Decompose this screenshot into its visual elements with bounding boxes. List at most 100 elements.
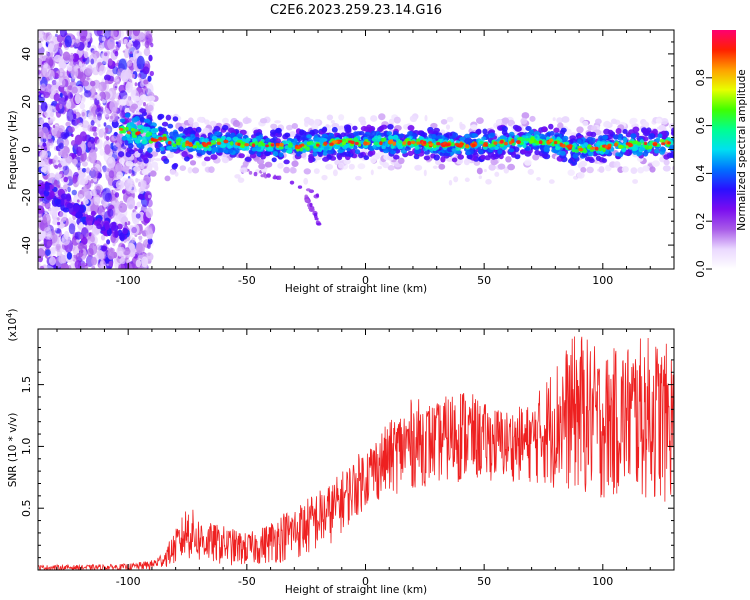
- spectrogram-noise-cell: [81, 111, 86, 117]
- spectrogram-branch-cell: [65, 193, 72, 202]
- spectrogram-noise-cell: [147, 243, 151, 249]
- spectrogram-ridge-cell: [147, 104, 154, 112]
- spectrogram-ridge-cell: [642, 128, 648, 134]
- spectrogram-noise-cell: [96, 111, 102, 118]
- spectrogram-speckle-cell: [548, 179, 555, 184]
- spectrogram-ridge-cell: [530, 136, 535, 142]
- spectrogram-speckle-cell: [485, 178, 492, 185]
- spectrogram-noise-cell: [67, 85, 73, 91]
- spectrogram-ridge-cell: [553, 140, 558, 145]
- spectrogram-ridge-cell: [430, 122, 438, 129]
- spectrogram-ridge-cell: [508, 148, 515, 153]
- spectrogram-ridge-cell: [529, 115, 536, 122]
- spectrogram-ridge-cell: [271, 157, 277, 163]
- spectrogram-noise-cell: [132, 30, 141, 37]
- spectrogram-noise-cell: [64, 35, 72, 48]
- spectrogram-ridge-cell: [306, 134, 313, 139]
- spectrogram-ridge-cell: [578, 147, 584, 152]
- spectrogram-ridge-cell: [407, 141, 412, 146]
- spectrogram-speckle-cell: [187, 166, 193, 174]
- spectrogram-noise-cell: [65, 90, 71, 96]
- spectrogram-ridge-cell: [627, 142, 633, 148]
- spectrogram-ridge-cell: [538, 133, 545, 139]
- spectrogram-speckle-cell: [552, 117, 556, 122]
- spectrogram-ridge-cell: [242, 117, 250, 125]
- spectrogram-noise-cell: [83, 90, 92, 98]
- spectrogram-noise-cell: [91, 265, 96, 269]
- spectrogram-noise-cell: [86, 167, 90, 174]
- spectrogram-ridge-cell: [137, 148, 144, 154]
- spectrogram-noise-cell: [71, 84, 79, 96]
- spectrogram-ridge-cell: [270, 123, 278, 130]
- spectrogram-noise-cell: [146, 37, 152, 44]
- spectrogram-ridge-cell: [372, 144, 377, 149]
- spectrogram-ridge-cell: [477, 149, 484, 155]
- spectrogram-ridge-cell: [584, 156, 591, 162]
- spectrogram-speckle-cell: [536, 177, 541, 181]
- spectrogram-noise-cell: [79, 30, 88, 39]
- spectrogram-ridge-cell: [428, 143, 434, 147]
- spectrogram-ridge-cell: [283, 166, 290, 174]
- spectrogram-branch-cell: [44, 183, 50, 192]
- spectrogram-ridge-cell: [516, 140, 521, 145]
- spectrogram-ridge-cell: [223, 149, 229, 154]
- spectrogram-ridge-cell: [125, 160, 134, 167]
- spectrogram-noise-cell: [121, 144, 125, 147]
- spectrogram-noise-cell: [59, 103, 63, 110]
- spectrogram-ridge-cell: [674, 140, 679, 144]
- spectrogram-noise-cell: [81, 168, 87, 173]
- spectrogram-branch-cell: [119, 232, 125, 242]
- spectrogram-ridge-cell: [258, 163, 266, 170]
- spectrogram-ridge-cell: [338, 162, 345, 169]
- spectrogram-ridge-cell: [455, 146, 462, 151]
- spectrogram-noise-cell: [132, 74, 136, 79]
- spectrogram-noise-cell: [100, 127, 106, 134]
- spectrogram-ridge-cell: [673, 135, 674, 139]
- spectrogram-ridge-cell: [678, 140, 682, 144]
- spectrogram-ridge-cell: [312, 150, 318, 157]
- spectrogram-noise-cell: [106, 239, 111, 245]
- spectrogram-ridge-cell: [143, 118, 151, 124]
- snr-panel: -100 -50 0 50 100 0.5 1.0 1.5 Height of straigh…: [5, 309, 675, 596]
- spectrogram-ridge-cell: [579, 160, 588, 167]
- spectrogram-noise-cell: [102, 165, 107, 173]
- spectrogram-noise-cell: [48, 158, 53, 165]
- spectrogram-noise-cell: [115, 142, 120, 148]
- spectrogram-ridge-cell: [534, 149, 541, 156]
- spectrogram-noise-cell: [135, 242, 143, 254]
- spectrogram-ridge-cell: [404, 146, 412, 151]
- spectrogram-ridge-cell: [208, 166, 215, 174]
- spectrogram-ridge-cell: [352, 125, 358, 131]
- spectrogram-noise-cell: [115, 41, 119, 45]
- spectrogram-ridge-cell: [586, 136, 594, 142]
- spectrogram-ridge-cell: [313, 168, 320, 175]
- spectrogram-noise-cell: [59, 30, 67, 38]
- spectrogram-noise-cell: [40, 167, 47, 173]
- spectrogram-noise-cell: [58, 42, 63, 48]
- spectrogram-ridge-cell: [141, 168, 150, 175]
- snr-scale-label: (x104): [5, 309, 19, 342]
- spectrogram-noise-cell: [71, 189, 78, 196]
- spectrogram-ridge-cell: [577, 139, 582, 145]
- spectrogram-noise-cell: [73, 66, 78, 72]
- spectrogram-noise-cell: [45, 52, 52, 59]
- spectrogram-ridge-cell: [580, 167, 587, 173]
- spectrogram-ridge-cell: [360, 125, 368, 132]
- spectrogram-noise-cell: [97, 44, 101, 49]
- spectrogram-ridge-cell: [354, 141, 359, 146]
- spectrogram-noise-cell: [49, 118, 54, 124]
- spectrogram-noise-cell: [51, 105, 55, 109]
- spectrogram-noise-cell: [143, 79, 149, 85]
- spectrogram-noise-cell: [147, 238, 153, 245]
- spectrogram-noise-cell: [117, 146, 122, 153]
- spectrogram-trail-cell: [305, 188, 311, 192]
- spectrogram-noise-cell: [68, 223, 76, 235]
- spectrogram-noise-cell: [86, 175, 92, 180]
- spectrogram-trail-cell: [304, 198, 310, 203]
- spectrogram-branch-cell: [48, 184, 55, 190]
- spectrogram-noise-cell: [52, 219, 59, 226]
- spectrogram-noise-cell: [54, 227, 58, 231]
- spectrogram-noise-cell: [89, 125, 96, 132]
- spectrogram-branch-cell: [90, 210, 96, 217]
- spectrogram-ridge-cell: [178, 126, 184, 132]
